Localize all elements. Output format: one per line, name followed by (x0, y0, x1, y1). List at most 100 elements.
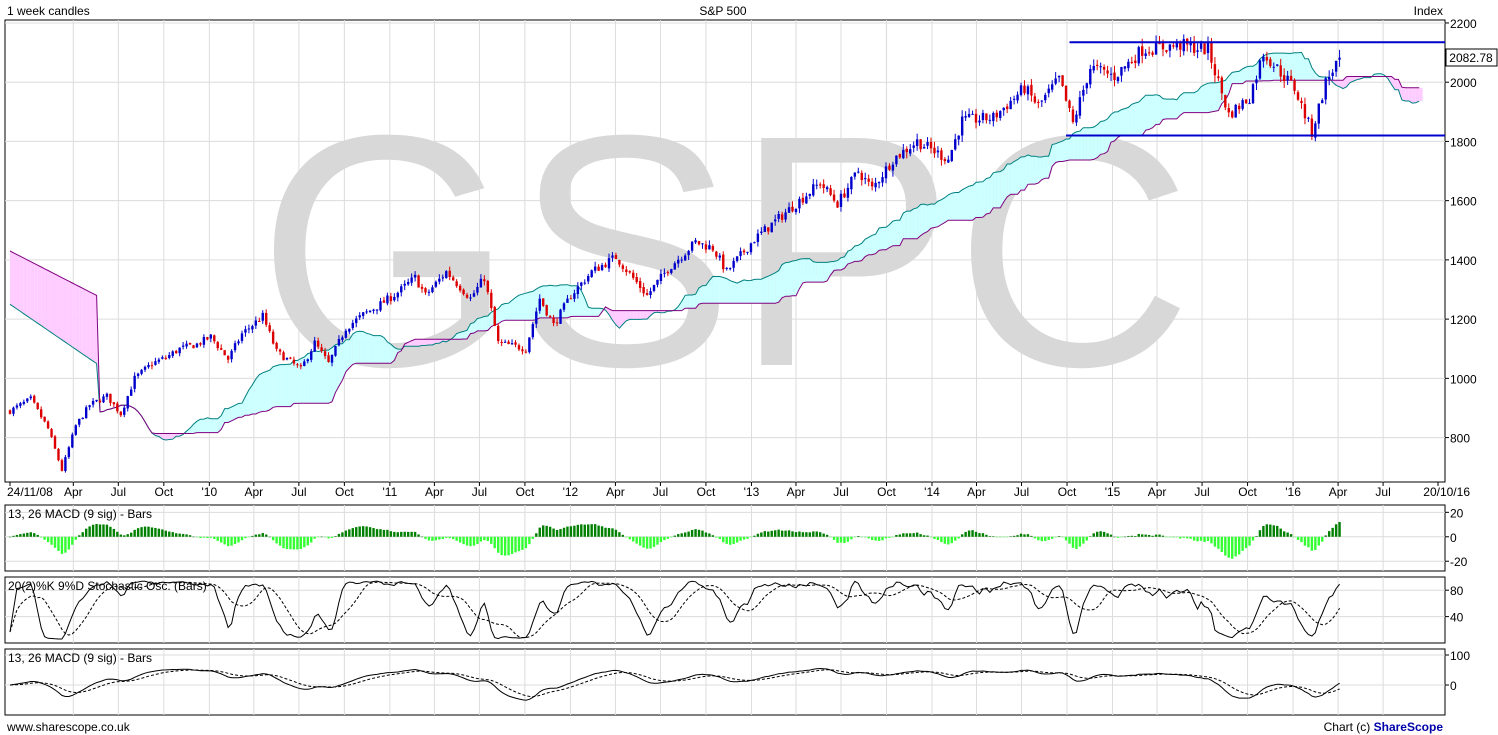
macd-bar (389, 531, 393, 537)
stochastic-panel: 20(2)%K 9%D Stochastic Osc. (Bars) 80 40 (4, 576, 1464, 644)
macd-bar (427, 536, 431, 541)
candle-body (361, 312, 365, 316)
cloud-segment (1135, 102, 1139, 136)
macd-histogram (8, 522, 1341, 559)
macd-bar (867, 536, 870, 539)
stoch-panel-frame (4, 576, 1446, 644)
cloud-segment (65, 279, 69, 345)
candle-body (1307, 117, 1310, 119)
cloud-segment (1197, 86, 1202, 113)
macd-bar (711, 535, 715, 537)
cloud-segment (484, 315, 488, 331)
candle-body (292, 359, 296, 364)
cloud-segment (1311, 67, 1316, 81)
candle-body (1109, 73, 1113, 75)
macd-bar (455, 536, 458, 541)
macd-bar (964, 531, 967, 537)
cloud-segment (910, 208, 914, 239)
cloud-segment (892, 220, 897, 246)
cloud-segment (238, 403, 242, 418)
cloud-segment (307, 352, 312, 404)
candle-body (503, 341, 507, 343)
candle-body (29, 396, 32, 399)
candle-body (393, 296, 396, 301)
macd-bar (988, 536, 992, 537)
cloud-segment (248, 384, 253, 416)
candle-body (1082, 89, 1085, 96)
candle-body (718, 255, 721, 258)
cloud-segment (373, 335, 378, 364)
candle-body (1175, 41, 1179, 48)
macd-bar (517, 536, 521, 552)
candle-body (611, 255, 614, 258)
macd-bar (445, 536, 448, 538)
cloud-segment (158, 433, 163, 440)
candle-body (995, 112, 998, 118)
macd-bar (926, 535, 929, 537)
candle-body (947, 159, 950, 163)
candle-body (981, 112, 985, 121)
cloud-segment (377, 335, 381, 364)
macd-bar (1265, 524, 1269, 537)
macd-bar (493, 536, 496, 549)
candle-body (683, 255, 687, 261)
candle-body (587, 275, 590, 282)
macd-bar (400, 531, 403, 537)
macd-bar (168, 531, 171, 537)
cloud-segment (1201, 84, 1205, 113)
macd-bar (888, 536, 891, 538)
price-x-tick-label: Jul (111, 485, 126, 499)
cloud-segment (782, 262, 786, 298)
footer-url[interactable]: www.sharescope.co.uk (6, 720, 131, 734)
macd-bar (26, 532, 29, 537)
macd-bar (1068, 536, 1071, 544)
candle-body (1272, 66, 1275, 68)
candle-body (327, 355, 330, 362)
cloud-segment (1253, 63, 1257, 81)
macd-bar (794, 532, 798, 537)
macd-bar (102, 524, 105, 537)
candle-body (237, 341, 240, 344)
macd-bar (1182, 536, 1185, 538)
cloud-segment (733, 281, 738, 304)
cloud-segment (325, 350, 329, 404)
interval-label: 1 week candles (7, 4, 90, 18)
cloud-segment (806, 258, 810, 283)
macd-bar (1106, 533, 1109, 537)
candle-body (1064, 85, 1068, 101)
candle-body (105, 393, 109, 397)
candle-body (798, 198, 801, 209)
cloud-segment (1183, 92, 1188, 113)
candle-body (919, 139, 922, 150)
candle-body (1134, 60, 1137, 64)
candle-body (337, 338, 341, 346)
macd-bar (1057, 536, 1061, 537)
cloud-segment (72, 282, 76, 350)
macd-bar (292, 536, 296, 550)
cloud-segment (685, 295, 689, 309)
cloud-segment (924, 204, 928, 234)
candle-body (1265, 56, 1269, 61)
candle-body (382, 300, 386, 303)
cloud-segment (1000, 169, 1004, 208)
cloud-segment (771, 272, 776, 304)
macd-bar (974, 531, 978, 537)
macd-bar (850, 536, 853, 540)
macd-bar (777, 529, 780, 537)
candle-body (656, 279, 659, 285)
macd-bar (1192, 536, 1196, 541)
macd-bar (503, 536, 507, 556)
chart-title: S&P 500 (699, 4, 746, 18)
candle-body (43, 416, 46, 422)
candle-body (226, 356, 230, 360)
macd-bar (593, 524, 597, 537)
macd-bar (199, 536, 202, 539)
macd-bar (1113, 536, 1116, 538)
candle-body (580, 282, 583, 286)
macd-bar (39, 536, 43, 538)
cloud-segment (823, 262, 828, 283)
stoch-d-line (9, 581, 1341, 639)
cloud-segment (1149, 95, 1153, 130)
macd-bar (767, 531, 770, 537)
candle-body (1141, 46, 1144, 56)
